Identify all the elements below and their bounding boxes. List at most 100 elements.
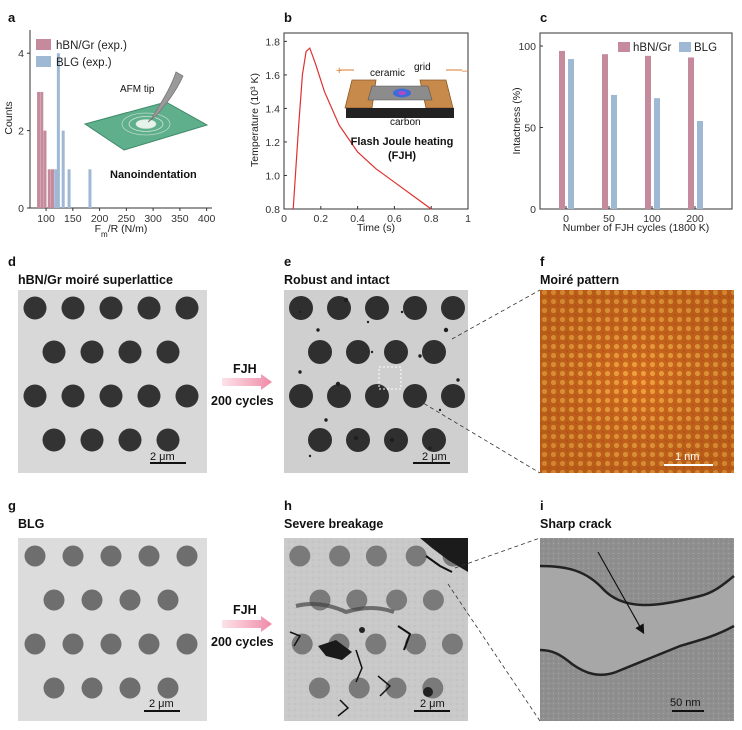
panel-g-holes <box>24 545 198 699</box>
zoom-line-e-bottom <box>417 399 541 474</box>
legend-label-blg: BLG (exp.) <box>56 57 112 69</box>
panel-e-speck <box>353 435 359 441</box>
fjh-arrow-top: FJH 200 cycles <box>211 362 274 408</box>
d-holes-hole <box>42 428 66 452</box>
e-holes-hole <box>308 340 332 364</box>
panel-h-letter: h <box>284 498 292 513</box>
panel-a-xtick-label: 100 <box>37 213 55 225</box>
panel-h-scale-label: 2 μm <box>420 698 445 710</box>
e-holes-hole <box>289 296 313 320</box>
nanoindentation-label: Nanoindentation <box>110 169 197 181</box>
panel-e-holes <box>289 296 465 452</box>
d-holes-hole <box>99 384 123 408</box>
panel-i: i Sharp crack 50 nm <box>539 498 735 721</box>
d-holes-hole <box>156 340 180 364</box>
panel-a-xlabel-rest: /R (N/m) <box>108 223 148 235</box>
fjh-caption-1: Flash Joule heating <box>351 136 454 148</box>
panel-b-xtick-label: 0.4 <box>350 213 365 225</box>
h-holes-hole <box>289 545 311 567</box>
panel-a-legend: hBN/Gr (exp.) BLG (exp.) <box>36 39 127 69</box>
g-holes-hole <box>176 633 198 655</box>
panel-b-ticks: 0 0.2 0.4 0.6 0.8 1 0.8 1.0 1.2 1.4 1.6 1.8 <box>265 36 471 225</box>
h-holes-hole <box>348 677 370 699</box>
d-holes-hole <box>137 384 161 408</box>
h-holes-hole <box>385 677 407 699</box>
g-holes-hole <box>119 677 141 699</box>
e-holes-hole <box>441 296 465 320</box>
panel-c-ticks: 0 50 100 200 0 50 100 <box>518 41 703 225</box>
e-holes-hole <box>441 384 465 408</box>
fjh-device-inset: + – ceramic grid carbon Flash Joule heat… <box>336 62 469 162</box>
panel-a-bar <box>50 169 54 208</box>
legend-swatch-blg <box>36 56 51 67</box>
d-holes-hole <box>23 296 47 320</box>
d-holes-hole <box>118 340 142 364</box>
panel-c-bar <box>697 121 703 209</box>
panel-d: d hBN/Gr moiré superlattice 2 μm <box>8 254 207 473</box>
legend-label-blg-c: BLG <box>694 42 717 54</box>
d-holes-hole <box>175 296 199 320</box>
panel-b-ytick-label: 1.8 <box>265 36 280 48</box>
afm-tip-icon <box>147 71 184 123</box>
nanoindentation-inset: AFM tip Nanoindentation <box>83 71 209 181</box>
arrow-bottom-line1: FJH <box>233 603 257 617</box>
panel-e-speck <box>400 310 404 314</box>
e-holes-hole <box>422 340 446 364</box>
panel-h-title: Severe breakage <box>284 517 383 531</box>
crack-region-top-right <box>420 538 468 572</box>
panel-a-bar <box>67 169 71 208</box>
e-holes-hole <box>327 296 351 320</box>
panel-e-letter: e <box>284 254 291 269</box>
panel-a-ytick-label: 2 <box>18 126 24 138</box>
g-holes-hole <box>62 545 84 567</box>
panel-b-ytick-label: 0.8 <box>265 204 280 216</box>
panel-c-ytick-label: 0 <box>530 204 536 216</box>
panel-f-letter: f <box>540 254 545 269</box>
minus-sign: – <box>462 65 469 77</box>
panel-e-speck <box>389 437 395 443</box>
panel-a-ytick-label: 0 <box>18 203 24 215</box>
panel-a-xtick-label: 400 <box>198 213 216 225</box>
panel-b-xtick-label: 1 <box>465 213 471 225</box>
panel-a-chart: 100 150 200 250 300 350 400 0 2 4 Counts Fm/R (N/… <box>3 30 216 239</box>
g-holes-hole <box>24 633 46 655</box>
panel-c-ytick-label: 50 <box>524 123 536 135</box>
panel-b-xlabel: Time (s) <box>357 222 395 234</box>
panel-e: e Robust and intact 2 μm <box>284 254 468 473</box>
panel-a-xtick-label: 200 <box>91 213 109 225</box>
panel-d-scale-label: 2 μm <box>150 451 175 463</box>
d-holes-hole <box>80 340 104 364</box>
panel-a-ticks: 100 150 200 250 300 350 400 0 2 4 <box>18 48 215 225</box>
e-holes-hole <box>346 428 370 452</box>
panel-b-xtick-label: 0.6 <box>387 213 402 225</box>
panel-a-bar <box>88 169 92 208</box>
panel-d-letter: d <box>8 254 16 269</box>
h-holes-hole <box>441 633 463 655</box>
panel-a-xlabel-sub: m <box>101 230 108 239</box>
panel-a-ytick-label: 4 <box>18 48 24 60</box>
panel-a-xtick-label: 250 <box>118 213 136 225</box>
arrow-bottom-line2: 200 cycles <box>211 635 274 649</box>
d-holes-hole <box>118 428 142 452</box>
h-holes-hole <box>405 633 427 655</box>
panel-d-holes <box>23 296 199 452</box>
panel-c-bar <box>568 59 574 210</box>
panel-e-speck <box>298 310 302 314</box>
panel-c-xlabel: Number of FJH cycles (1800 K) <box>563 222 709 234</box>
g-holes-hole <box>24 545 46 567</box>
panel-c-bars <box>559 50 703 210</box>
panel-c-bar <box>602 54 608 210</box>
panel-f-title: Moiré pattern <box>540 273 619 287</box>
e-holes-hole <box>403 384 427 408</box>
arrow-top-line2: 200 cycles <box>211 394 274 408</box>
panel-a-xlabel: Fm/R (N/m) <box>95 223 148 239</box>
e-holes-hole <box>346 340 370 364</box>
legend-swatch-hbn <box>36 39 51 50</box>
panel-c: c 0 50 100 200 0 50 100 Intactness (%) Number … <box>511 10 733 234</box>
crack-pointer-arrow <box>597 551 645 635</box>
panel-b-ytick-label: 1.2 <box>265 137 280 149</box>
panel-a-bar <box>37 91 41 208</box>
legend-label-hbn-c: hBN/Gr <box>633 42 672 54</box>
g-holes-hole <box>81 589 103 611</box>
panel-c-bar <box>688 57 694 209</box>
